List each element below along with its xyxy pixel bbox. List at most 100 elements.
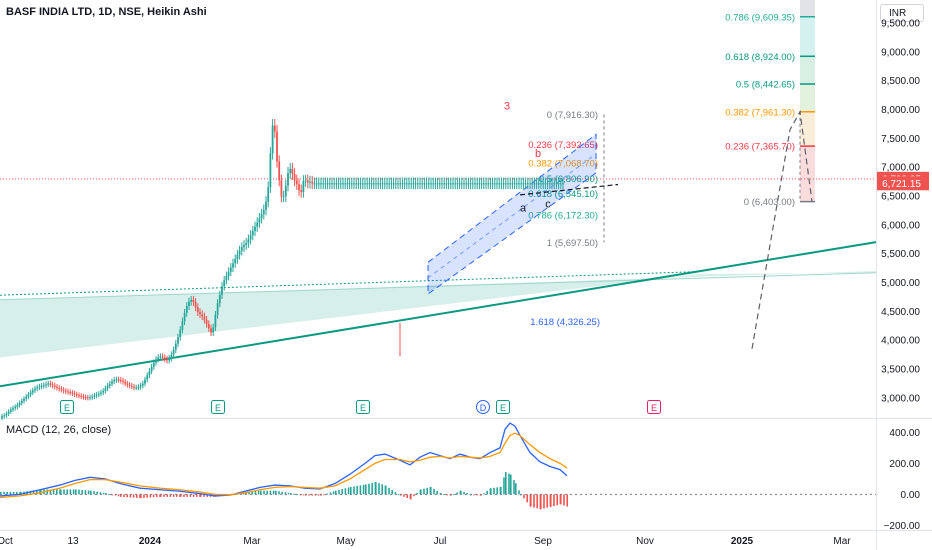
candle-body	[190, 299, 193, 302]
candle-body	[383, 183, 386, 185]
candle-body	[223, 280, 226, 287]
fib-left-label: 0.786 (6,172.30)	[528, 210, 598, 221]
macd-bar	[290, 493, 292, 495]
candle-body	[214, 314, 217, 328]
fib-band-top	[800, 0, 815, 17]
candle-body	[370, 183, 373, 185]
macd-bar	[496, 487, 498, 495]
macd-bar	[99, 492, 102, 495]
event-badge-label: E	[360, 403, 366, 413]
macd-bar	[385, 485, 387, 495]
candle-body	[146, 375, 149, 380]
macd-bar	[81, 489, 83, 495]
candle-body	[188, 301, 190, 307]
price-axis-tick: 3,000.00	[881, 393, 920, 404]
candle-body	[423, 183, 426, 185]
candle-body	[498, 183, 501, 185]
macd-bar	[281, 491, 283, 495]
candle-body	[18, 403, 21, 406]
candle-body	[471, 183, 474, 185]
price-candles	[1, 119, 564, 421]
macd-bar	[400, 494, 402, 496]
fib-left-label: 0.5 (6,806.90)	[539, 174, 598, 185]
candle-body	[82, 396, 85, 398]
fib-band	[800, 84, 815, 112]
candle-body	[388, 183, 391, 185]
candle-body	[122, 380, 124, 382]
macd-bar	[272, 490, 275, 495]
candle-body	[31, 390, 34, 393]
macd-bar	[46, 489, 48, 495]
macd-bar	[263, 490, 265, 495]
candle-body	[159, 356, 162, 358]
macd-bar	[287, 492, 290, 495]
candle-body	[280, 180, 283, 197]
macd-bar	[523, 494, 525, 499]
candle-body	[174, 343, 177, 350]
candle-body	[339, 183, 342, 185]
time-axis-tick: Jul	[434, 536, 447, 547]
candle-body	[111, 381, 113, 384]
macd-bar	[353, 486, 355, 495]
macd-bar	[111, 494, 113, 496]
macd-bar	[152, 494, 155, 498]
macd-bar	[426, 487, 428, 495]
candle-body	[306, 180, 309, 183]
candle-body	[157, 357, 160, 360]
time-axis-tick: Oct	[0, 536, 13, 547]
candle-body	[419, 183, 421, 185]
candle-body	[84, 397, 87, 399]
fib-level-label: 0.618 (8,924.00)	[725, 52, 795, 63]
macd-axis-tick: −200.00	[884, 521, 921, 532]
macd-bar	[456, 492, 458, 495]
macd-histogram	[0, 472, 568, 510]
candle-body	[128, 384, 131, 386]
macd-bar	[149, 494, 152, 498]
candle-body	[192, 299, 195, 303]
time-axis-tick: Mar	[243, 536, 261, 547]
event-badge-label: E	[500, 403, 506, 413]
fib-left-label: 1.618 (4,326.25)	[530, 317, 600, 328]
macd-bar	[460, 490, 462, 495]
wave-label: c	[545, 199, 551, 211]
candle-body	[1, 416, 3, 418]
macd-bar	[160, 494, 162, 497]
macd-bar	[420, 489, 422, 495]
macd-bar	[453, 494, 455, 496]
macd-bar	[266, 490, 268, 495]
macd-bar	[69, 489, 72, 495]
candle-body	[342, 183, 344, 185]
macd-bar	[486, 490, 488, 495]
candle-body	[271, 125, 274, 154]
macd-bar	[480, 494, 482, 496]
macd-bar	[146, 494, 148, 498]
currency-selector[interactable]: INR	[880, 4, 924, 22]
candle-body	[115, 379, 118, 381]
macd-bar	[508, 473, 510, 495]
macd-bar	[269, 490, 272, 495]
candle-body	[359, 183, 362, 185]
candle-body	[478, 183, 481, 185]
time-axis-tick: Sep	[534, 536, 552, 547]
candle-body	[324, 183, 327, 185]
macd-bar	[189, 494, 192, 497]
candle-body	[276, 131, 278, 162]
candle-body	[311, 181, 314, 184]
wave-label: b	[535, 148, 541, 160]
price-axis-tick: 4,500.00	[881, 307, 920, 318]
fib-left-label: 0.382 (7,068.70)	[528, 159, 598, 170]
candle-body	[194, 302, 197, 308]
price-axis-tick: 3,500.00	[881, 364, 920, 375]
candle-body	[95, 394, 98, 396]
macd-bar	[123, 494, 125, 498]
candle-body	[287, 172, 289, 186]
candle-body	[344, 183, 347, 185]
fib-level-label: 0.5 (8,442.65)	[736, 80, 795, 91]
candle-body	[269, 153, 272, 188]
candle-body	[58, 387, 61, 389]
candle-body	[496, 183, 498, 185]
macd-bar	[335, 490, 337, 495]
candle-body	[562, 183, 564, 185]
candle-body	[537, 183, 540, 185]
